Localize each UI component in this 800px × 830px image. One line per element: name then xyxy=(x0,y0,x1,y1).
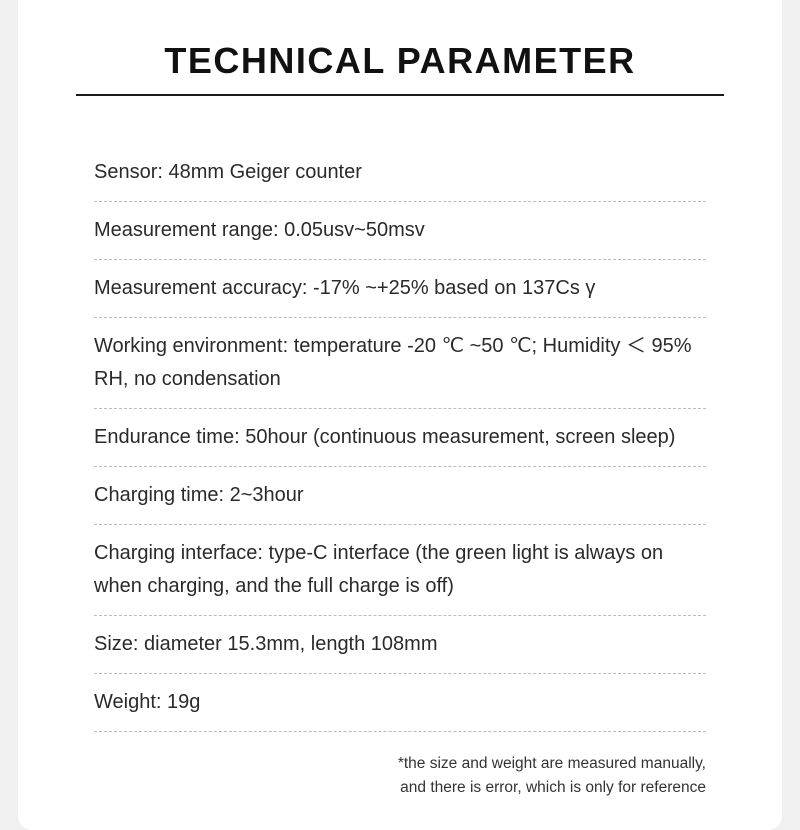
spec-item: Charging interface: type-C interface (th… xyxy=(94,525,706,616)
spec-item: Working environment: temperature -20 ℃ ~… xyxy=(94,318,706,409)
spec-list: Sensor: 48mm Geiger counter Measurement … xyxy=(76,144,724,732)
spec-item: Measurement accuracy: -17% ~+25% based o… xyxy=(94,260,706,318)
page-title: TECHNICAL PARAMETER xyxy=(76,40,724,82)
spec-item: Charging time: 2~3hour xyxy=(94,467,706,525)
title-underline xyxy=(76,94,724,96)
spec-item: Endurance time: 50hour (continuous measu… xyxy=(94,409,706,467)
spec-item: Weight: 19g xyxy=(94,674,706,732)
spec-item: Sensor: 48mm Geiger counter xyxy=(94,144,706,202)
spec-item: Size: diameter 15.3mm, length 108mm xyxy=(94,616,706,674)
spec-item: Measurement range: 0.05usv~50msv xyxy=(94,202,706,260)
spec-card: TECHNICAL PARAMETER Sensor: 48mm Geiger … xyxy=(18,0,782,830)
footnote-text: *the size and weight are measured manual… xyxy=(76,752,724,800)
